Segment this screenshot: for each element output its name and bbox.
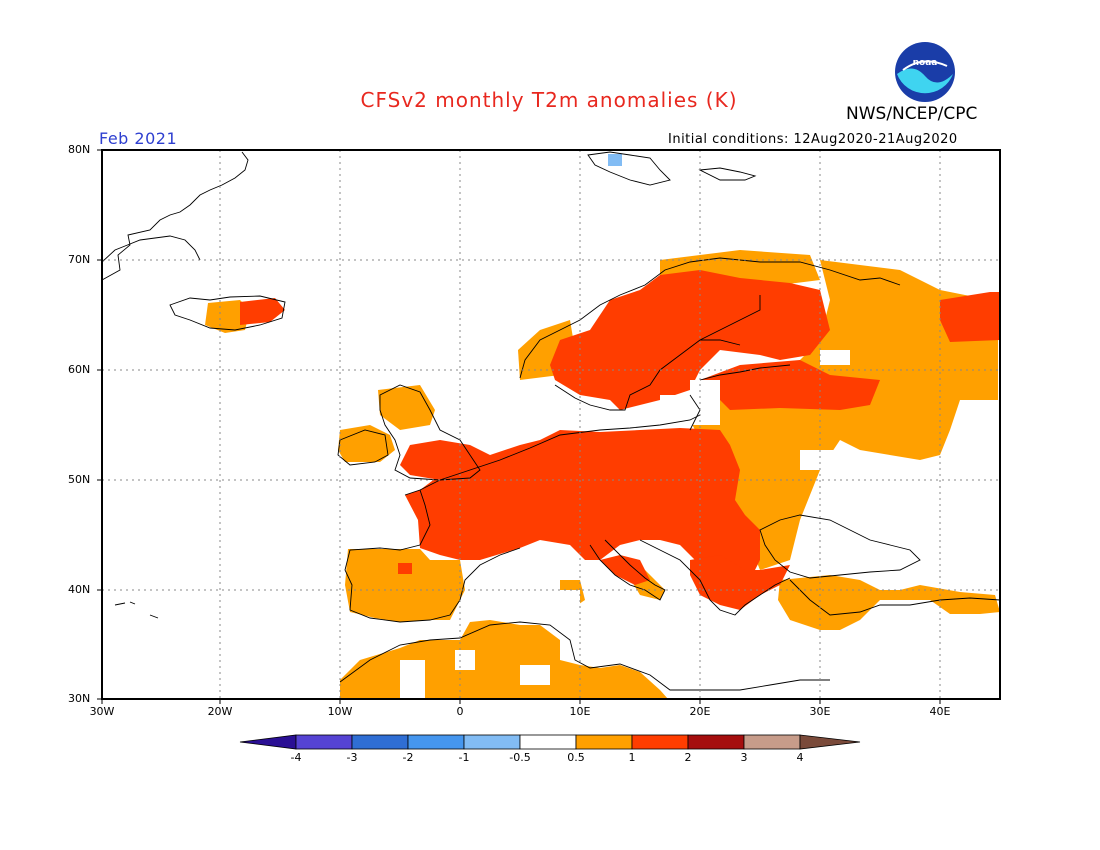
lon-label: 30E [809,705,831,718]
colorbar-swatch [351,734,409,750]
colorbar-swatch [631,734,689,750]
colorbar-cap-low [239,734,297,750]
lat-label: 40N [68,583,91,596]
colorbar-swatch [407,734,465,750]
colorbar-label: 1 [628,751,636,764]
colorbar-swatch [575,734,633,750]
colorbar-label: -3 [346,751,358,764]
colorbar-swatch [463,734,521,750]
colorbar-swatch [519,734,577,750]
lon-label: 40E [929,705,951,718]
colorbar-label: 0.5 [567,751,585,764]
colorbar-cap-high [799,734,861,750]
lon-label: 0 [456,705,464,718]
lon-label: 10W [327,705,353,718]
agency-label: NWS/NCEP/CPC [846,104,978,124]
colorbar-label: 3 [740,751,748,764]
colorbar-swatch [743,734,801,750]
colorbar [239,734,861,750]
lon-label: 30W [89,705,115,718]
graticule [102,150,1000,699]
noaa-logo: noaa [895,42,955,102]
map-title: CFSv2 monthly T2m anomalies (K) [0,88,1100,112]
coastlines [102,151,1000,691]
colorbar-label: -4 [290,751,302,764]
colorbar-label: -2 [402,751,414,764]
colorbar-label: 2 [684,751,692,764]
lon-label: 20E [689,705,711,718]
lat-label: 80N [68,143,91,156]
map-title-text: CFSv2 monthly T2m anomalies (K) [360,88,738,112]
lon-label: 20W [207,705,233,718]
colorbar-label: -0.5 [509,751,531,764]
lat-label: 50N [68,473,91,486]
initial-conditions: Initial conditions: 12Aug2020-21Aug2020 [668,132,958,147]
lat-label: 30N [68,692,91,705]
lon-label: 10E [569,705,591,718]
colorbar-label: 4 [796,751,804,764]
noaa-logo-text: noaa [913,58,938,68]
colorbar-label: -1 [458,751,470,764]
colorbar-swatch [687,734,745,750]
target-month: Feb 2021 [99,129,178,148]
anomaly-shading [205,154,1000,699]
lat-label: 70N [68,253,91,266]
map-frame [101,149,1001,700]
lat-label: 60N [68,363,91,376]
colorbar-swatch [295,734,353,750]
